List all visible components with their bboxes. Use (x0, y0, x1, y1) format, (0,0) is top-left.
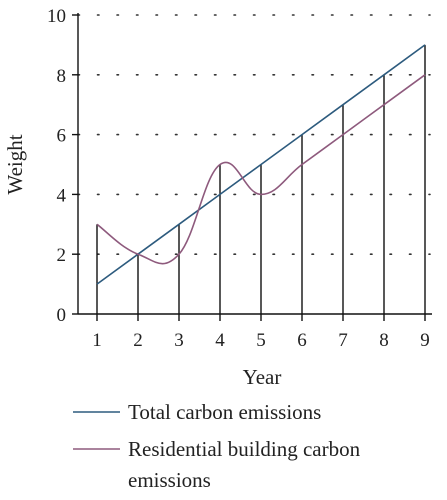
x-tick-label: 1 (92, 330, 102, 351)
y-tick-label: 8 (57, 66, 67, 87)
y-tick-label: 2 (57, 245, 67, 266)
y-tick-label: 6 (57, 126, 67, 147)
series-line-2 (96, 74, 426, 265)
grid-lines (77, 14, 431, 255)
axes (72, 13, 432, 321)
x-tick-label: 8 (379, 330, 389, 351)
x-tick-labels: 1 2 3 4 5 6 7 8 9 (92, 330, 430, 351)
y-tick-labels: 0 2 4 6 8 10 (47, 6, 67, 326)
drop-lines (96, 44, 426, 314)
x-axis-label: Year (243, 365, 282, 389)
y-tick-label: 0 (57, 305, 67, 326)
y-axis-label: Weight (3, 134, 27, 194)
x-tick-label: 3 (174, 330, 184, 351)
x-tick-label: 7 (338, 330, 348, 351)
legend-label-2: Residential building carbon emissions (128, 437, 361, 492)
series-line-1 (96, 44, 426, 285)
x-tick-label: 5 (256, 330, 266, 351)
x-tick-label: 9 (420, 330, 430, 351)
legend-label-1: Total carbon emissions (128, 400, 321, 424)
x-tick-label: 2 (133, 330, 143, 351)
y-tick-label: 10 (47, 6, 66, 27)
y-tick-label: 4 (57, 185, 67, 206)
series-lines (96, 44, 426, 285)
legend: Total carbon emissions Residential buildi… (73, 400, 361, 492)
x-tick-label: 4 (215, 330, 225, 351)
x-tick-label: 6 (297, 330, 307, 351)
